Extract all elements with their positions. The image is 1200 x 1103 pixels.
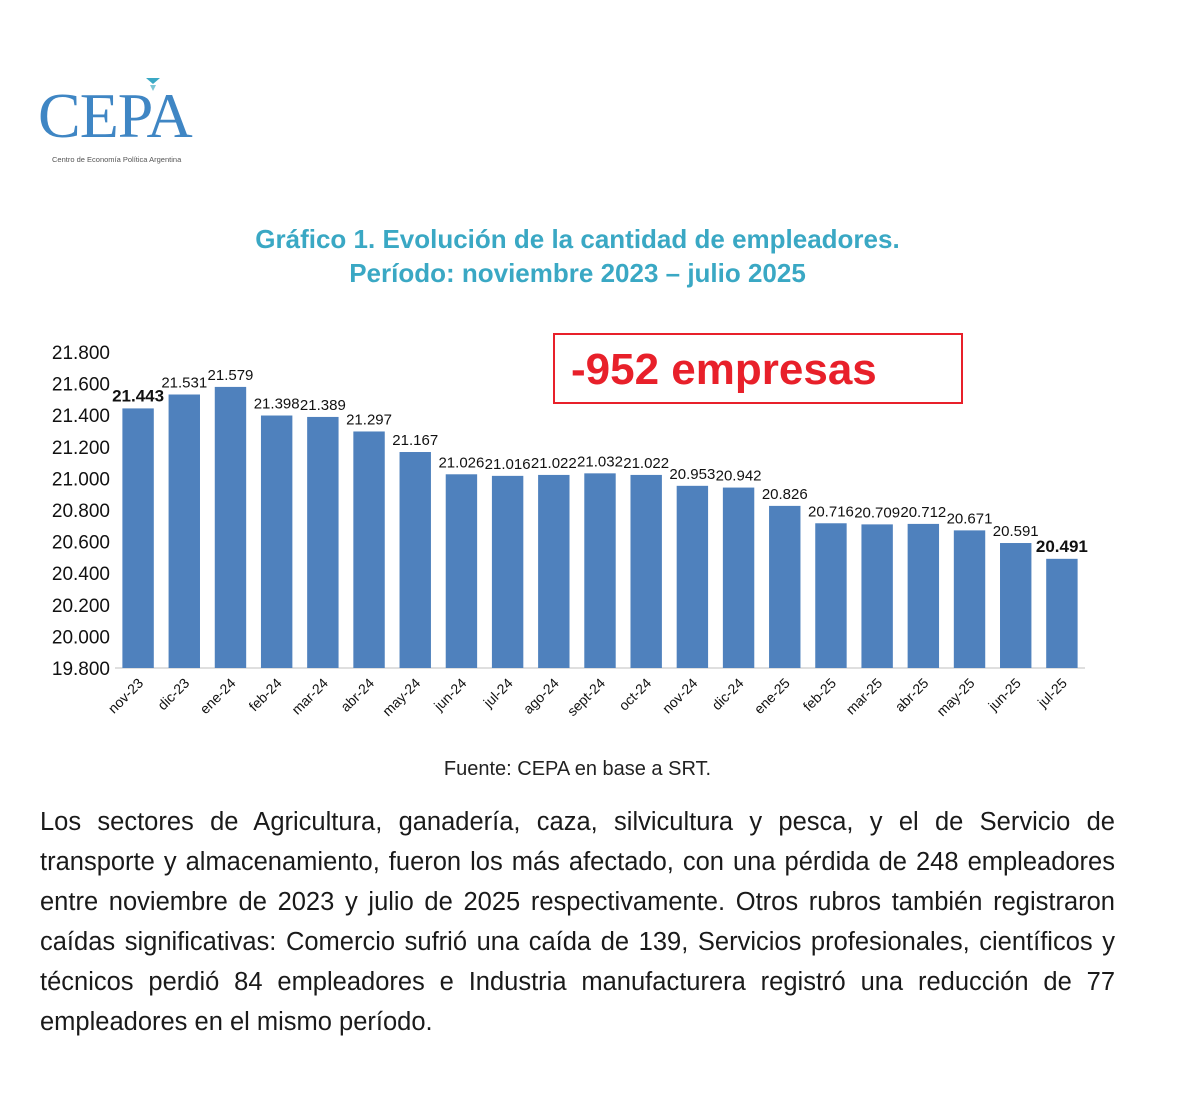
data-label: 20.591 — [993, 523, 1039, 540]
bar — [399, 452, 431, 668]
x-tick-label: abr-24 — [337, 675, 377, 715]
bar — [722, 487, 755, 668]
x-tick-label: sept-24 — [564, 675, 608, 719]
data-label: 20.671 — [947, 510, 993, 527]
data-label: 21.398 — [254, 396, 300, 413]
bar — [214, 386, 247, 668]
y-tick-label: 20.000 — [52, 627, 110, 648]
data-label: 21.579 — [208, 367, 254, 384]
data-label: 21.032 — [577, 453, 623, 470]
data-label: 20.826 — [762, 486, 808, 503]
x-tick-label: abr-25 — [892, 675, 932, 715]
x-tick-label: feb-24 — [245, 675, 285, 715]
data-label: 21.022 — [531, 455, 577, 472]
bar — [1000, 543, 1032, 668]
data-label: 20.491 — [1036, 537, 1088, 556]
callout-box: -952 empresas — [553, 333, 963, 404]
bar — [538, 474, 570, 668]
data-label: 20.942 — [716, 468, 762, 485]
bar — [1046, 558, 1078, 668]
data-label: 21.389 — [300, 397, 346, 414]
bar — [769, 505, 801, 668]
y-tick-label: 21.800 — [52, 343, 110, 364]
data-label: 20.953 — [669, 466, 715, 483]
bar-chart: 19.800 20.000 20.200 20.400 20.600 20.800 21.0… — [52, 343, 1088, 719]
y-tick-label: 21.600 — [52, 375, 110, 396]
data-label: 20.716 — [808, 503, 854, 520]
x-tick-label: feb-25 — [800, 675, 840, 715]
x-tick-label: may-24 — [379, 675, 423, 719]
bar — [861, 524, 893, 668]
y-tick-label: 20.200 — [52, 596, 110, 617]
data-label: 20.709 — [854, 504, 900, 521]
x-tick-label: dic-24 — [708, 675, 746, 713]
body-paragraph: Los sectores de Agricultura, ganadería, … — [40, 808, 1115, 1036]
bar — [168, 394, 200, 668]
y-tick-label: 19.800 — [52, 659, 110, 680]
data-label: 21.443 — [112, 386, 164, 405]
data-label: 21.026 — [438, 454, 484, 471]
x-tick-label: nov-24 — [659, 675, 701, 717]
bar — [307, 416, 339, 668]
data-label: 21.297 — [346, 411, 392, 428]
x-tick-label: ago-24 — [520, 675, 562, 717]
bar — [491, 475, 524, 668]
bar — [260, 415, 293, 668]
chart-title-line2: Período: noviembre 2023 – julio 2025 — [349, 258, 806, 288]
x-tick-label: dic-23 — [154, 675, 192, 713]
x-tick-label: oct-24 — [615, 675, 654, 714]
cepa-logo: CEPA Centro de Economía Política Argenti… — [38, 78, 208, 168]
chart-title-line1: Gráfico 1. Evolución de la cantidad de e… — [255, 224, 900, 254]
x-tick-label: may-25 — [933, 675, 977, 719]
callout-text: -952 empresas — [571, 345, 877, 394]
data-label: 21.016 — [485, 456, 531, 473]
bar — [584, 473, 616, 668]
y-tick-label: 21.000 — [52, 469, 110, 490]
data-label: 21.531 — [161, 375, 207, 392]
x-tick-label: ene-25 — [751, 675, 793, 717]
data-label: 20.712 — [900, 504, 946, 521]
bar — [630, 474, 662, 668]
source-note: Fuente: CEPA en base a SRT. — [443, 758, 712, 780]
logo-mark-icon — [146, 78, 160, 91]
x-tick-label: mar-25 — [843, 675, 886, 718]
logo-wordmark: CEPA — [38, 80, 193, 151]
bar — [353, 431, 385, 668]
logo-subtitle: Centro de Economía Política Argentina — [52, 155, 182, 164]
bar — [815, 523, 847, 668]
x-tick-label: jul-25 — [1034, 675, 1070, 711]
bar — [953, 530, 986, 668]
bar — [122, 408, 154, 668]
bar — [907, 523, 940, 668]
x-tick-label: jun-25 — [984, 675, 1024, 715]
x-tick-label: jun-24 — [430, 675, 470, 715]
y-tick-label: 20.600 — [52, 533, 110, 554]
data-label: 21.022 — [623, 455, 669, 472]
x-tick-label: ene-24 — [196, 675, 238, 717]
bar — [445, 474, 478, 668]
x-tick-label: jul-24 — [480, 675, 516, 711]
data-label: 21.167 — [392, 432, 438, 449]
y-tick-label: 20.400 — [52, 564, 110, 585]
y-tick-label: 20.800 — [52, 501, 110, 522]
y-tick-label: 21.200 — [52, 438, 110, 459]
bar — [676, 485, 709, 668]
x-tick-label: mar-24 — [288, 675, 331, 718]
y-tick-label: 21.400 — [52, 406, 110, 427]
x-tick-label: nov-23 — [105, 675, 147, 717]
